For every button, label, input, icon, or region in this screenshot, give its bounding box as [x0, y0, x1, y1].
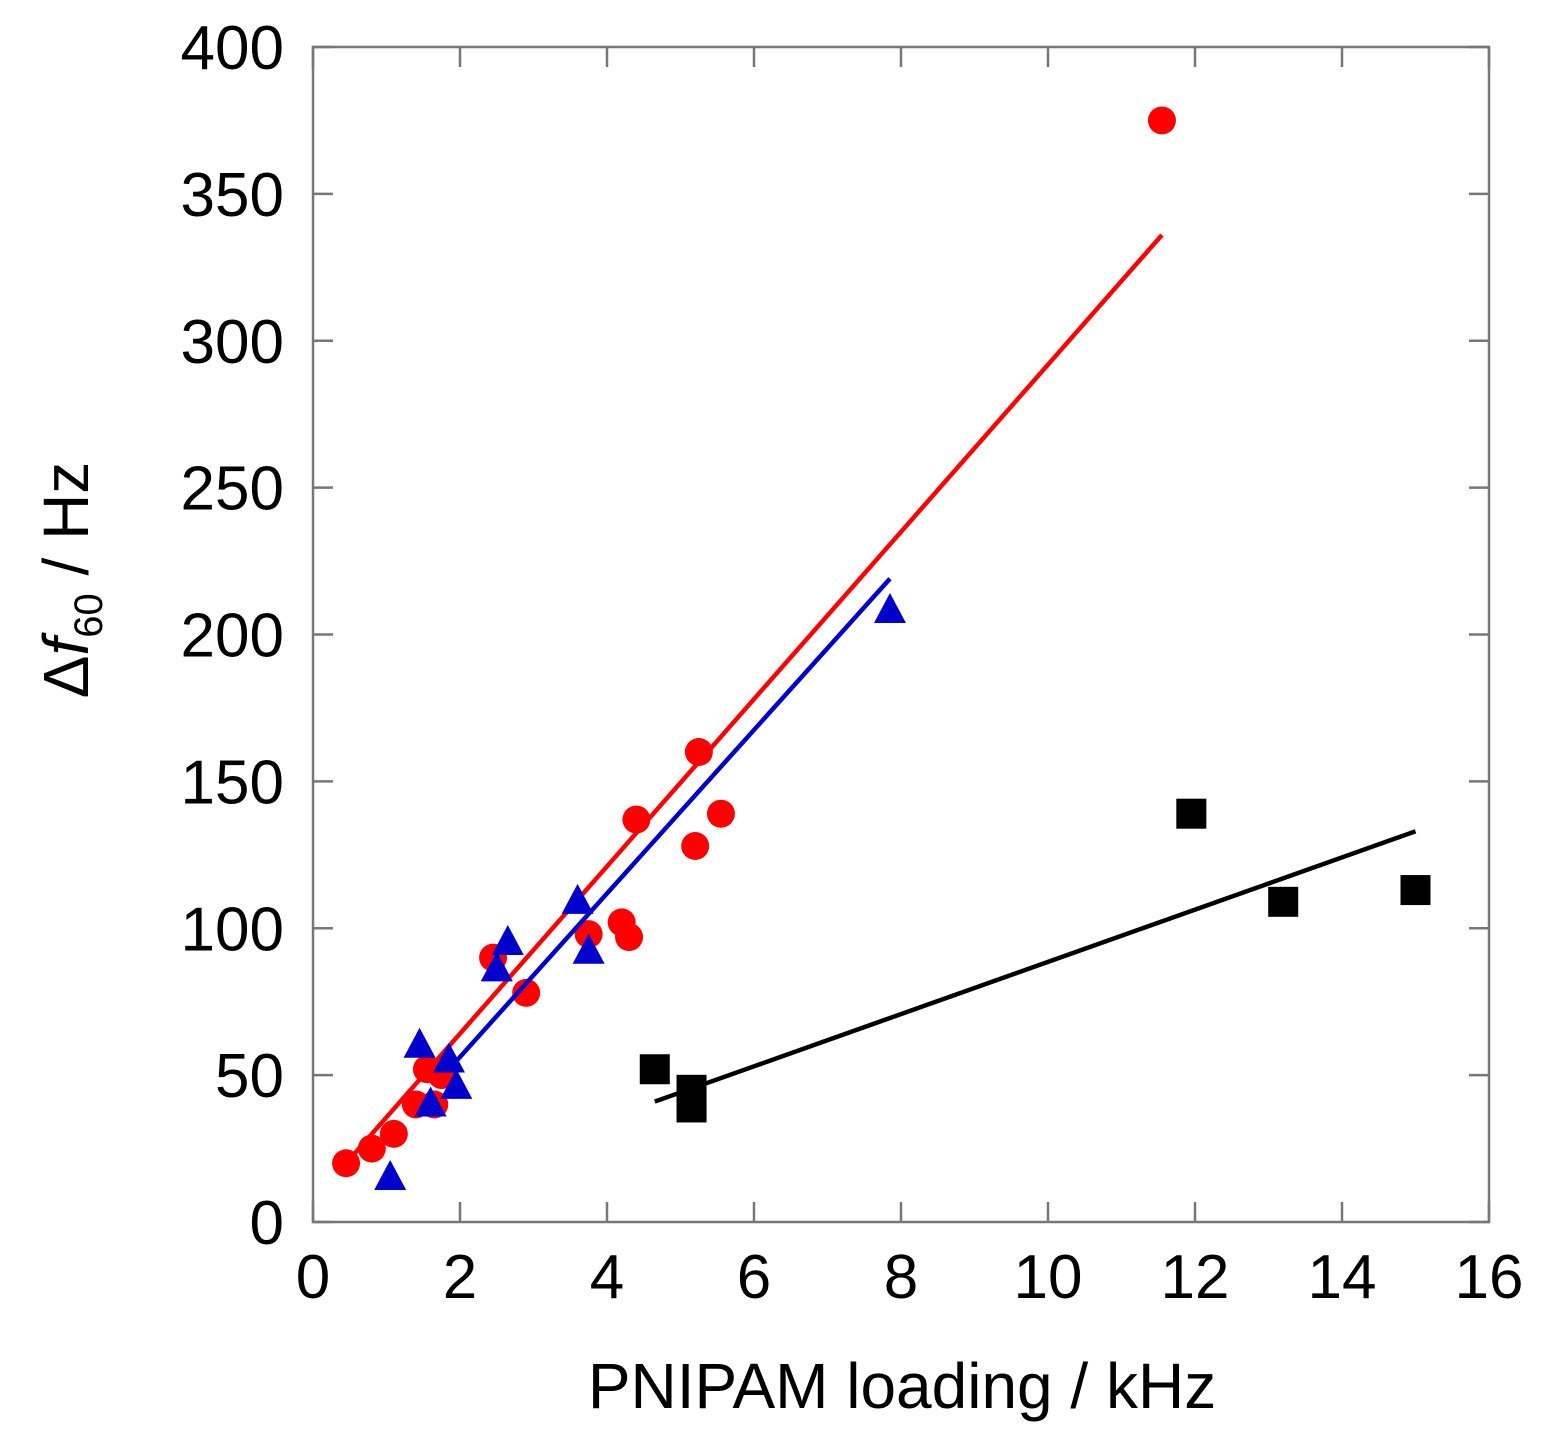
data-point-triangle [403, 1027, 436, 1058]
y-tick-label: 250 [181, 455, 284, 524]
circle-fit-line [344, 233, 1164, 1165]
data-point-circle [332, 1149, 361, 1178]
y-tick-label: 400 [181, 14, 284, 83]
triangle-fit-line [447, 577, 892, 1071]
data-point-triangle [414, 1086, 447, 1117]
x-tick-label: 6 [737, 1243, 771, 1312]
series-circle [332, 106, 1176, 1178]
x-tick-label: 0 [296, 1243, 330, 1312]
data-point-circle [706, 799, 735, 828]
y-axis-label-unit: / Hz [30, 462, 102, 594]
x-axis-label: PNIPAM loading / kHz [588, 1350, 1216, 1422]
series-square [639, 798, 1431, 1123]
x-tick-label: 12 [1161, 1243, 1230, 1312]
x-tick-label: 14 [1308, 1243, 1377, 1312]
square-fit-line [654, 829, 1417, 1104]
y-tick-label: 0 [250, 1189, 284, 1258]
data-point-triangle [572, 933, 605, 964]
data-point-triangle [440, 1068, 473, 1099]
data-point-circle [684, 738, 713, 766]
y-axis-label-subscript: 60 [67, 593, 111, 638]
x-tick-label: 2 [443, 1243, 477, 1312]
data-point-triangle [873, 593, 906, 623]
data-point-square [1400, 875, 1431, 906]
plot-frame [311, 45, 1491, 1224]
data-point-triangle [374, 1159, 407, 1190]
x-tick-label: 10 [1014, 1243, 1083, 1312]
data-point-circle [681, 832, 710, 860]
data-point-square [1176, 798, 1207, 829]
y-axis-label: Δf60 / Hz [30, 462, 111, 699]
data-point-circle [512, 978, 541, 1007]
data-point-circle [379, 1119, 408, 1148]
data-point-circle [357, 1134, 386, 1163]
series-triangle [374, 577, 906, 1190]
data-point-square [676, 1092, 707, 1123]
x-tick-label: 4 [590, 1243, 624, 1312]
x-tick-label: 8 [884, 1243, 918, 1312]
y-axis-label-delta: Δ [30, 656, 102, 699]
data-point-triangle [491, 924, 524, 955]
data-point-circle [615, 923, 644, 952]
y-tick-label: 50 [215, 1042, 284, 1111]
y-tick-label: 350 [181, 161, 284, 230]
y-tick-label: 150 [181, 748, 284, 817]
data-point-triangle [561, 883, 594, 914]
data-point-circle [622, 805, 651, 834]
data-point-triangle [480, 951, 513, 982]
y-tick-label: 200 [181, 602, 284, 671]
y-tick-label: 100 [181, 895, 284, 964]
data-point-triangle [432, 1042, 465, 1073]
y-tick-label: 300 [181, 308, 284, 377]
data-point-square [1268, 886, 1299, 917]
data-point-circle [1147, 106, 1176, 135]
data-point-square [639, 1054, 670, 1085]
x-tick-label: 16 [1455, 1243, 1524, 1312]
